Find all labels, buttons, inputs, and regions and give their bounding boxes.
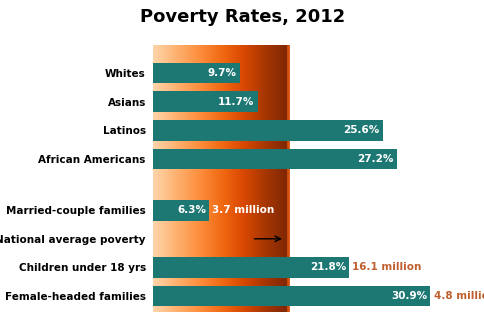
Bar: [152, 63, 240, 83]
Text: 30.9%: 30.9%: [391, 291, 427, 301]
Bar: [152, 200, 209, 220]
Text: 21.8%: 21.8%: [309, 262, 345, 272]
Text: 4.8 million: 4.8 million: [433, 291, 484, 301]
Text: 9.7%: 9.7%: [207, 68, 236, 78]
Text: 46.5 million: 46.5 million: [318, 234, 387, 244]
Bar: [152, 149, 396, 169]
Text: 15.0%: 15.0%: [288, 234, 324, 244]
Text: 16.1 million: 16.1 million: [351, 262, 421, 272]
Bar: [152, 91, 257, 112]
Text: 3.7 million: 3.7 million: [211, 205, 273, 215]
Text: Poverty Rates, 2012: Poverty Rates, 2012: [139, 8, 345, 26]
Bar: [152, 257, 348, 278]
Bar: [152, 120, 382, 141]
Text: 11.7%: 11.7%: [217, 97, 254, 107]
Text: 25.6%: 25.6%: [342, 125, 378, 135]
Bar: [152, 286, 430, 306]
Text: 6.3%: 6.3%: [177, 205, 206, 215]
Text: 27.2%: 27.2%: [357, 154, 393, 164]
